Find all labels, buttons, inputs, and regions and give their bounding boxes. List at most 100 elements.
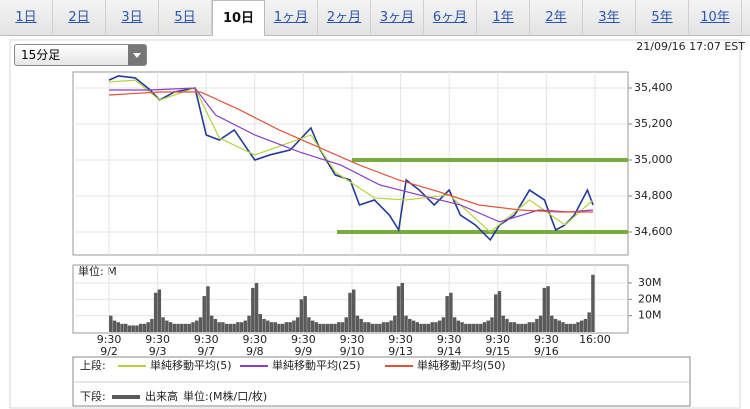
volume-bar xyxy=(400,282,405,332)
period-tab[interactable]: 3ヶ月 xyxy=(371,0,424,34)
volume-bar xyxy=(146,322,150,332)
volume-bar xyxy=(366,322,371,332)
volume-bar xyxy=(501,315,505,332)
volume-bar xyxy=(127,325,132,332)
volume-bar xyxy=(411,320,416,332)
volume-bar xyxy=(434,322,438,332)
volume-bar xyxy=(475,323,479,332)
period-tab[interactable]: 5年 xyxy=(636,0,689,34)
volume-bar xyxy=(516,323,520,332)
volume-bar xyxy=(561,322,565,332)
volume-bar xyxy=(303,296,307,332)
volume-bar xyxy=(168,322,173,332)
period-tab[interactable]: 3日 xyxy=(106,0,159,34)
x-tick-label: 9:30 xyxy=(437,333,462,346)
chart-frame xyxy=(9,39,741,409)
volume-unit: 単位: M xyxy=(78,264,117,278)
select-arrow xyxy=(128,45,146,65)
volume-bar xyxy=(374,323,378,332)
volume-bar xyxy=(209,315,214,332)
volume-bar xyxy=(150,318,154,332)
volume-bar xyxy=(494,294,498,332)
volume-bar xyxy=(531,322,535,332)
volume-bar xyxy=(527,322,532,332)
volume-bar xyxy=(542,287,547,332)
volume-bar xyxy=(318,323,322,332)
x-tick-label: 9:30 xyxy=(485,333,510,346)
period-tab[interactable]: 6ヶ月 xyxy=(424,0,477,34)
y-tick-label: 35,200 xyxy=(634,117,673,130)
x-tick-date: 9/16 xyxy=(534,345,559,358)
y-tick-label: 30M xyxy=(638,276,662,289)
volume-bar xyxy=(419,323,423,332)
volume-bar xyxy=(583,318,588,332)
x-tick-label: 9:30 xyxy=(145,333,170,346)
volume-bar xyxy=(217,322,221,332)
volume-bar xyxy=(254,282,259,332)
volume-bar xyxy=(445,296,449,332)
volume-bar xyxy=(404,315,408,332)
volume-bar xyxy=(408,318,412,332)
period-tab[interactable]: 3年 xyxy=(583,0,636,34)
interval-select[interactable]: 15分足 xyxy=(14,44,147,66)
volume-bar xyxy=(322,323,326,332)
volume-bar xyxy=(239,322,244,332)
x-tick-date: 9/14 xyxy=(437,345,462,358)
volume-bar xyxy=(337,322,341,332)
volume-bar xyxy=(310,320,315,332)
volume-bar xyxy=(131,325,135,332)
volume-bar xyxy=(393,315,397,332)
period-tab[interactable]: 10年 xyxy=(689,0,742,34)
volume-bar xyxy=(340,322,345,332)
volume-bar xyxy=(224,323,229,332)
period-tab[interactable]: 2日 xyxy=(53,0,106,34)
volume-bar xyxy=(109,315,113,332)
volume-bar xyxy=(202,296,206,332)
period-tab[interactable]: 1年 xyxy=(477,0,530,34)
volume-bar xyxy=(385,322,390,332)
volume-bar xyxy=(535,318,539,332)
period-tab[interactable]: 2ヶ月 xyxy=(318,0,371,34)
volume-bar xyxy=(191,322,195,332)
volume-bar xyxy=(482,322,487,332)
volume-bar xyxy=(198,317,203,332)
period-tab[interactable]: 10日 xyxy=(212,0,265,36)
volume-bar xyxy=(378,323,382,332)
period-tab[interactable]: 1日 xyxy=(0,0,53,34)
volume-bar xyxy=(325,323,330,332)
x-tick-date: 9/8 xyxy=(246,345,264,358)
volume-bar xyxy=(183,323,188,332)
volume-bar xyxy=(359,318,363,332)
volume-bar xyxy=(195,320,199,332)
legend-upper-label: 上段: xyxy=(80,358,106,372)
x-tick-date: 9/9 xyxy=(295,345,313,358)
volume-bar xyxy=(497,291,502,332)
volume-bar xyxy=(370,323,375,332)
x-tick-date: 9/15 xyxy=(485,345,510,358)
volume-bar xyxy=(565,323,569,332)
period-tab[interactable]: 5日 xyxy=(159,0,212,34)
volume-bar xyxy=(157,289,162,332)
moving-average-line xyxy=(109,91,594,213)
volume-bar xyxy=(221,322,225,332)
timestamp: 21/09/16 17:07 EST xyxy=(636,40,745,53)
x-tick-label: 9:30 xyxy=(97,333,122,346)
volume-bar xyxy=(228,323,233,332)
volume-bar xyxy=(471,323,476,332)
volume-bar xyxy=(512,322,517,332)
volume-bar xyxy=(299,299,304,332)
y-tick-label: 35,400 xyxy=(634,81,673,94)
period-tab[interactable]: 1ヶ月 xyxy=(265,0,318,34)
volume-bar xyxy=(415,322,419,332)
period-tab[interactable]: 2年 xyxy=(530,0,583,34)
volume-bar xyxy=(568,323,573,332)
x-tick-label: 9:30 xyxy=(291,333,316,346)
volume-bar xyxy=(314,322,319,332)
volume-bar xyxy=(236,322,240,332)
volume-bar xyxy=(456,320,461,332)
volume-bar xyxy=(273,322,277,332)
volume-bar xyxy=(452,317,457,332)
volume-bar xyxy=(479,323,483,332)
volume-bar xyxy=(292,320,296,332)
